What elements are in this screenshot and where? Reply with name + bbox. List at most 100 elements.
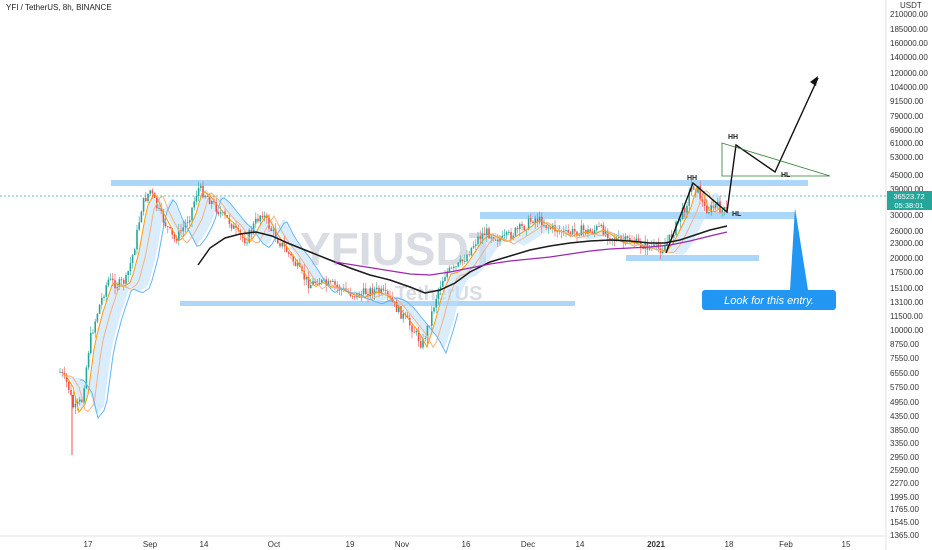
candle-body [382, 288, 385, 291]
candle-body [554, 225, 556, 232]
candle-body [596, 225, 598, 231]
candle-body [701, 199, 704, 202]
candle-body [292, 255, 294, 262]
candle-body [710, 205, 712, 213]
candle-body [307, 277, 310, 289]
candle-body [371, 288, 374, 295]
candle-body [593, 230, 596, 234]
candle-body [670, 234, 673, 238]
candle-body [420, 341, 422, 348]
time-tick-label: 19 [346, 540, 355, 549]
candle-body [191, 207, 193, 221]
price-tick-label: 45000.00 [890, 171, 924, 180]
candle-body [415, 330, 418, 333]
candle-body [536, 218, 539, 223]
candle-body [369, 288, 371, 297]
candle-body [580, 225, 583, 236]
candle-body [87, 353, 90, 368]
candle-body [431, 311, 433, 326]
candle-body [448, 267, 451, 272]
candle-body [94, 321, 96, 333]
candle-body [153, 193, 156, 198]
candle-body [442, 281, 444, 287]
price-tick-label: 61000.00 [890, 139, 924, 148]
candle-body [244, 237, 246, 244]
candle-body [569, 232, 572, 235]
candle-body [338, 286, 341, 291]
time-tick-label: Sep [143, 540, 158, 549]
ema-fast-line [63, 186, 728, 414]
candle-body [312, 281, 314, 286]
price-tick-label: 1995.00 [890, 493, 919, 502]
candle-body [450, 267, 453, 269]
candle-body [406, 315, 409, 318]
candle-body [123, 279, 125, 284]
candle-body [395, 301, 398, 312]
candle-body [103, 296, 105, 298]
candle-body [686, 205, 688, 213]
label-hl-lower: HL [732, 211, 742, 218]
candle-body [494, 239, 497, 241]
candle-body [68, 381, 70, 390]
candle-body [325, 279, 327, 286]
candle-body [578, 235, 580, 237]
candle-body [224, 211, 226, 216]
candle-body [178, 230, 180, 241]
callout-box[interactable] [702, 290, 836, 310]
candle-body [472, 245, 475, 248]
candle-body [400, 306, 402, 319]
candle-body [70, 389, 72, 395]
candle-body [477, 236, 479, 245]
candle-body [136, 229, 138, 250]
candle-body [488, 228, 490, 239]
candle-body [530, 218, 532, 222]
price-tick-label: 53000.00 [890, 153, 924, 162]
candle-body [499, 238, 501, 242]
price-tick-label: 160000.00 [890, 39, 928, 48]
candle-body [360, 294, 363, 298]
ma-200-line [197, 225, 728, 294]
candle-body [283, 242, 286, 247]
price-tick-label: 2590.00 [890, 466, 919, 475]
candle-body [114, 280, 116, 289]
candle-body [519, 223, 521, 230]
price-tick-label: 17500.00 [890, 268, 924, 277]
countdown-label: 05:38:01 [894, 201, 923, 210]
candle-body [195, 195, 198, 202]
price-tick-label: 210000.00 [890, 10, 928, 19]
candle-body [547, 227, 550, 229]
time-axis[interactable]: 17 Sep 14 Oct 19 Nov 16 Dec 14 2021 18 Feb 15 [84, 540, 851, 549]
candle-body [272, 229, 275, 231]
candle-body [723, 207, 726, 210]
candle-body [217, 211, 220, 214]
price-scale[interactable]: 210000.00 185000.00 160000.00 140000.00 1200… [890, 10, 928, 540]
candle-body [252, 223, 255, 233]
hh-hl-pattern-line [665, 77, 819, 254]
candle-body [72, 394, 74, 408]
candle-body [662, 250, 664, 254]
candle-body [684, 207, 686, 213]
candle-body [127, 271, 129, 276]
candle-body [521, 223, 523, 227]
candle-body [633, 242, 635, 244]
price-tick-label: 2270.00 [890, 479, 919, 488]
callout-pointer [790, 208, 808, 290]
candle-body [193, 201, 195, 208]
candle-body [219, 212, 222, 214]
time-tick-label: 14 [576, 540, 585, 549]
candle-body [281, 242, 283, 247]
candle-body [246, 242, 248, 244]
ma-purple-line [334, 231, 728, 276]
candle-body [79, 399, 81, 402]
support-resistance-zones [111, 180, 808, 306]
candle-body [101, 297, 103, 305]
candle-body [411, 325, 413, 332]
candle-body [516, 227, 519, 230]
candle-body [510, 231, 512, 239]
candle-body [270, 228, 272, 231]
candle-body [268, 217, 270, 229]
candle-body [556, 231, 558, 233]
candle-body [305, 277, 308, 280]
candle-body [202, 185, 204, 198]
